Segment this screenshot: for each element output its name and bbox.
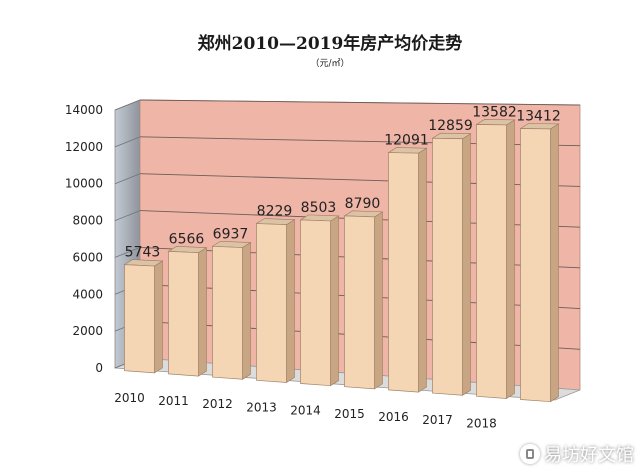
bar: [124, 264, 155, 374]
gridline: [139, 99, 581, 106]
bar: [168, 250, 199, 377]
bar: [344, 215, 375, 390]
bar-side: [550, 123, 559, 403]
bar-side: [418, 147, 427, 393]
gridline-side: [114, 173, 141, 185]
data-label: 8229: [257, 204, 293, 220]
y-tick-label: 12000: [65, 140, 103, 154]
chart-subtitle: （元/㎡）: [310, 58, 349, 69]
data-label: 12859: [428, 118, 473, 134]
x-tick-label: 2010: [114, 391, 145, 405]
x-tick-label: 2014: [290, 404, 321, 418]
y-tick-label: 10000: [65, 177, 103, 191]
data-label: 6937: [213, 226, 249, 242]
x-tick-label: 2017: [422, 413, 453, 427]
bar: [212, 245, 243, 380]
x-tick-label: 2018: [466, 416, 497, 430]
data-label: 5743: [125, 245, 161, 261]
chart-title: 郑州2010—2019年房产均价走势: [198, 33, 463, 54]
bar-side: [286, 219, 295, 384]
bar-side: [242, 242, 251, 380]
y-tick-label: 8000: [72, 214, 103, 228]
bar: [300, 219, 331, 387]
x-tick-label: 2013: [246, 400, 277, 414]
bar: [520, 128, 551, 403]
bar: [256, 223, 287, 383]
gridline-side: [114, 210, 141, 221]
bar: [476, 124, 507, 399]
x-tick-label: 2015: [334, 407, 365, 421]
x-tick-label: 2012: [202, 397, 233, 411]
bar-side: [374, 211, 383, 390]
y-tick-label: 6000: [72, 250, 103, 264]
data-label: 8503: [301, 200, 337, 216]
bar: [388, 152, 419, 393]
y-tick-label: 4000: [72, 287, 103, 301]
watermark: 易坊好文馆: [520, 441, 634, 467]
y-tick-label: 14000: [65, 103, 103, 117]
x-tick-label: 2016: [378, 410, 409, 424]
bar-side: [198, 247, 207, 377]
bar: [432, 137, 463, 396]
bar-side: [506, 119, 515, 400]
gridline-side: [114, 99, 141, 111]
bar-side: [462, 133, 471, 396]
data-label: 13582: [472, 104, 517, 120]
data-label: 6566: [169, 231, 205, 247]
x-axis: 2010 2011 2012 2013 2014 2015 2016 2017 2018: [114, 391, 497, 431]
gridline-side: [114, 247, 141, 258]
y-tick-label: 2000: [72, 324, 103, 338]
data-label: 13412: [516, 108, 561, 124]
y-tick-label: 0: [95, 361, 103, 375]
y-axis: 0 2000 4000 6000 8000 10000 12000 14000: [65, 103, 103, 375]
bar-side: [330, 215, 339, 387]
data-label: 8790: [345, 196, 381, 212]
bar-side: [154, 260, 163, 374]
app-logo-icon: [520, 444, 540, 464]
data-label: 12091: [384, 133, 429, 149]
watermark-text: 易坊好文馆: [544, 445, 634, 466]
gridline-side: [114, 136, 141, 148]
x-tick-label: 2011: [158, 394, 189, 408]
